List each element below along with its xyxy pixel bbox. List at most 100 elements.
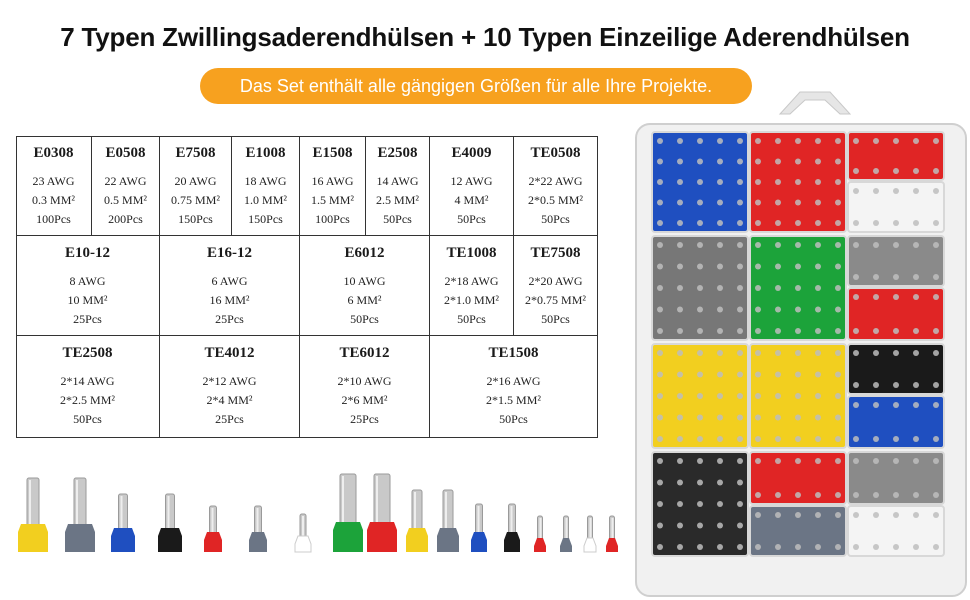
cell-code: E4009 — [451, 145, 492, 161]
ferrule-collar — [18, 524, 48, 552]
ferrule-tube-end — [893, 328, 899, 334]
ferrule-tube-end — [717, 263, 723, 270]
table-cell: TE1008 2*18 AWG 2*1.0 MM² 50Pcs — [430, 236, 514, 336]
organizer-compartment — [847, 235, 945, 287]
ferrule-tube-end — [795, 179, 801, 185]
cell-code: E16-12 — [207, 245, 252, 261]
ferrule-tube-end — [853, 544, 859, 550]
ferrule-tube-end — [697, 285, 703, 291]
organizer-compartment — [847, 287, 945, 341]
ferrule-tube-end — [755, 350, 761, 356]
ferrule-tube-end — [657, 522, 663, 529]
ferrule-item — [583, 515, 597, 553]
ferrule-item — [471, 503, 487, 552]
ferrule-tube-end — [775, 512, 781, 518]
ferrule-tube-end — [717, 158, 723, 165]
ferrule-tube-end — [697, 138, 703, 144]
ferrule-tube-highlight — [302, 516, 304, 536]
table-cell: E7508 20 AWG 0.75 MM² 150Pcs — [160, 136, 232, 236]
ferrule-tube-end — [815, 158, 821, 165]
ferrule-tube-end — [873, 328, 879, 334]
ferrule-tube-end — [677, 158, 683, 165]
ferrule-tube-end — [795, 436, 801, 442]
ferrule-tube-end — [737, 501, 743, 507]
cell-code: TE2508 — [62, 345, 113, 361]
organizer-compartment — [847, 181, 945, 233]
ferrule-tube-end — [913, 328, 919, 334]
ferrule-item — [367, 473, 397, 552]
cell-code: TE0508 — [530, 145, 581, 161]
ferrule-collar — [534, 538, 546, 552]
ferrule-tube-end — [913, 242, 919, 248]
ferrule-tube-end — [717, 436, 723, 442]
ferrule-tube-end — [737, 544, 743, 550]
ferrule-tube-end — [853, 168, 859, 174]
ferrule-tube-end — [737, 522, 743, 529]
ferrule-item — [437, 489, 459, 552]
ferrule-tube-end — [755, 285, 761, 291]
ferrule-tube-end — [697, 220, 703, 226]
organizer-compartment — [847, 451, 945, 505]
ferrule-tube-end — [755, 492, 761, 498]
ferrule-tube-end — [873, 402, 879, 408]
ferrule-tube-end — [933, 458, 939, 464]
ferrule-item — [406, 489, 428, 552]
ferrule-tube-end — [893, 436, 899, 442]
ferrule-tube-end — [853, 402, 859, 408]
ferrule-tube-end — [657, 414, 663, 421]
ferrule-tube-end — [853, 242, 859, 248]
ferrule-tube-end — [815, 371, 821, 378]
ferrule-tube-end — [717, 479, 723, 486]
ferrule-collar — [294, 535, 312, 553]
ferrule-tube-end — [775, 285, 781, 291]
ferrule-collar — [111, 528, 135, 552]
ferrule-collar — [583, 537, 597, 553]
ferrule-tube-end — [933, 436, 939, 442]
ferrule-tube-end — [657, 199, 663, 206]
cell-code: E6012 — [344, 245, 385, 261]
ferrule-tube-end — [657, 306, 663, 313]
ferrule-tube-end — [717, 220, 723, 226]
ferrule-tube — [73, 477, 87, 529]
ferrule-collar — [471, 532, 487, 552]
ferrule-tube-end — [853, 436, 859, 442]
ferrule-tube-end — [853, 328, 859, 334]
ferrule-tube-end — [835, 179, 841, 185]
ferrule-tube-end — [893, 188, 899, 194]
table-border-top — [16, 136, 598, 137]
cell-code: E7508 — [175, 145, 216, 161]
ferrule-tube-end — [737, 242, 743, 248]
ferrule-tube-end — [893, 138, 899, 144]
cell-awg: 2*18 AWG — [444, 274, 499, 288]
cell-mm: 0.3 MM² — [32, 193, 75, 207]
ferrule-tube-end — [697, 350, 703, 356]
ferrule-tube-end — [775, 199, 781, 206]
cell-pcs: 150Pcs — [248, 212, 283, 226]
ferrule-tube-end — [677, 522, 683, 529]
ferrule-tube-end — [913, 350, 919, 356]
ferrule-tube-highlight — [445, 492, 447, 528]
ferrule-tube-end — [755, 371, 761, 378]
ferrule-tube-end — [737, 458, 743, 464]
organizer-compartment — [847, 343, 945, 395]
ferrule-tube-end — [657, 179, 663, 185]
table-cell: TE4012 2*12 AWG 2*4 MM² 25Pcs — [160, 336, 300, 438]
ferrule-tube-end — [677, 179, 683, 185]
cell-mm: 10 MM² — [67, 293, 108, 307]
ferrule-tube-end — [657, 285, 663, 291]
ferrule-item — [18, 477, 48, 552]
ferrule-tube-end — [717, 544, 723, 550]
ferrule-tube-end — [913, 402, 919, 408]
ferrule-tube-end — [677, 285, 683, 291]
ferrule-tube-end — [697, 458, 703, 464]
ferrule-tube-end — [893, 350, 899, 356]
ferrule-tube-end — [755, 458, 761, 464]
ferrule-tube-end — [677, 138, 683, 144]
ferrule-tube-end — [697, 436, 703, 442]
ferrule-tube-end — [755, 306, 761, 313]
ferrule-tube-end — [835, 285, 841, 291]
ferrule-item — [534, 515, 546, 552]
organizer-box-image — [635, 91, 967, 597]
ferrule-tube-end — [913, 458, 919, 464]
ferrule-tube-end — [657, 436, 663, 442]
